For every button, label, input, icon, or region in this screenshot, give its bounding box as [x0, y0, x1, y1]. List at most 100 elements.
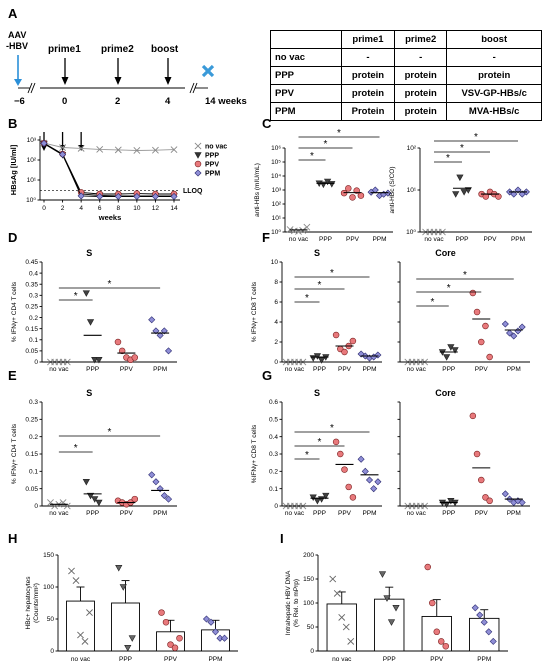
x-tick-label: PPP [86, 510, 99, 517]
significance-star: * [447, 283, 451, 294]
data-point [95, 356, 103, 364]
data-point [211, 628, 220, 636]
y-tick-label: 10⁵ [271, 159, 281, 166]
x-tick-label: PPM [507, 510, 521, 517]
data-point [114, 146, 122, 154]
y-tick-label: 0.1 [269, 486, 278, 493]
data-point [59, 144, 66, 151]
data-point [77, 144, 85, 152]
chart-title: S [86, 388, 92, 398]
data-point [518, 499, 526, 507]
x-tick-label: PPM [362, 510, 376, 517]
x-axis-label: weeks [98, 213, 122, 222]
data-point [176, 634, 183, 642]
chart-title: S [86, 248, 92, 258]
chart-g2: no vac PPP PPV PPM Core [397, 388, 530, 517]
x-tick-label: no vac [285, 510, 305, 517]
data-point [349, 337, 357, 345]
y-tick-label: 0.15 [25, 451, 38, 458]
legend-entry: PPP [205, 153, 219, 160]
x-tick-label: no vac [49, 366, 69, 373]
x-tick-label: 10 [133, 205, 141, 212]
significance-star: * [330, 268, 334, 279]
significance-star: * [431, 297, 435, 308]
y-tick-label: 0.45 [25, 259, 38, 266]
y-axis-label: HBc+ hepatocytes [25, 576, 32, 630]
x-tick-label: no vac [332, 656, 352, 663]
y-tick-label: 10¹ [27, 177, 37, 184]
data-point [337, 450, 344, 458]
data-point [77, 192, 85, 200]
panel-letter-i: I [280, 531, 284, 546]
x-tick-label: PPM [511, 236, 525, 243]
data-point [170, 192, 178, 201]
significance-star: * [108, 279, 112, 290]
table-row: PPM Protein protein MVA-HBs/c [270, 102, 542, 121]
y-axis-label: anti-HBc (S/CO) [389, 167, 396, 214]
data-point [202, 615, 211, 623]
x-tick-label: PPP [383, 656, 396, 663]
legend-entry: PPV [205, 162, 219, 169]
y-tick-label: 0.05 [25, 348, 38, 355]
panel-letter-g: G [262, 368, 272, 383]
table-cell: VSV-GP-HBs/c [446, 84, 542, 103]
data-point [114, 338, 122, 346]
y-tick-label: 10⁰ [271, 229, 281, 236]
data-point [220, 634, 229, 642]
data-point [478, 338, 485, 346]
y-axis-label: HBsAg [IU/ml] [9, 144, 18, 195]
data-point [119, 584, 127, 591]
bar [66, 600, 95, 652]
chart-title: S [314, 248, 320, 258]
y-tick-label: 0.2 [269, 469, 278, 476]
data-point [424, 563, 431, 571]
data-point [452, 191, 460, 198]
dose-arrow-icon [164, 77, 172, 85]
data-point [81, 637, 89, 645]
timeline-tick-label: 4 [165, 96, 171, 107]
x-tick-label: no vac [71, 656, 91, 663]
table-header-cell: prime1 [340, 30, 396, 49]
data-point [476, 611, 484, 619]
significance-star: * [446, 153, 450, 164]
data-point [96, 145, 104, 153]
y-tick-label: 0.3 [29, 293, 38, 300]
panel-letter-f: F [262, 230, 270, 245]
data-point [162, 618, 170, 626]
significance-star: * [463, 270, 467, 281]
legend-marker [194, 169, 202, 177]
data-point [86, 319, 95, 326]
significance-star: * [305, 293, 309, 304]
data-point [86, 492, 95, 500]
y-tick-label: 0.4 [29, 270, 38, 277]
y-tick-label: 0.1 [29, 337, 38, 344]
significance-star: * [74, 443, 78, 454]
data-point [429, 599, 436, 607]
dose-arrow-icon [61, 77, 69, 85]
y-tick-label: 10⁰ [26, 197, 36, 204]
x-tick-label: PPM [372, 236, 386, 243]
y-tick-label: 0 [50, 648, 54, 655]
chart-c1: no vac PPP PPV PPM anti-HBs (mIU/mL) * * * [254, 128, 393, 243]
y-tick-label: 10⁰ [406, 229, 416, 236]
y-tick-label: 10⁴ [271, 173, 281, 180]
table-cell: MVA-HBs/c [446, 102, 542, 121]
data-point [443, 354, 451, 361]
y-tick-label: 100 [303, 600, 314, 607]
x-tick-label: PPP [455, 236, 468, 243]
data-point [77, 631, 84, 639]
table-cell: protein [394, 102, 448, 121]
data-point [152, 478, 160, 486]
data-point [309, 355, 317, 362]
chart-f1: no vac PPP PPV PPM S % IFNγ+ CD8 T cells * * * [251, 248, 382, 373]
significance-star: * [318, 280, 322, 291]
data-point [486, 497, 493, 505]
y-tick-label: 150 [303, 576, 314, 583]
legend-entry: PPM [205, 171, 220, 178]
data-point [165, 495, 173, 503]
data-point [357, 455, 365, 463]
x-tick-label: no vac [285, 366, 305, 373]
table-cell: - [340, 48, 396, 67]
schedule-table: prime1 prime2 boost no vac - - - PPP protein prot… [270, 30, 542, 121]
y-tick-label: 10 [271, 259, 279, 266]
